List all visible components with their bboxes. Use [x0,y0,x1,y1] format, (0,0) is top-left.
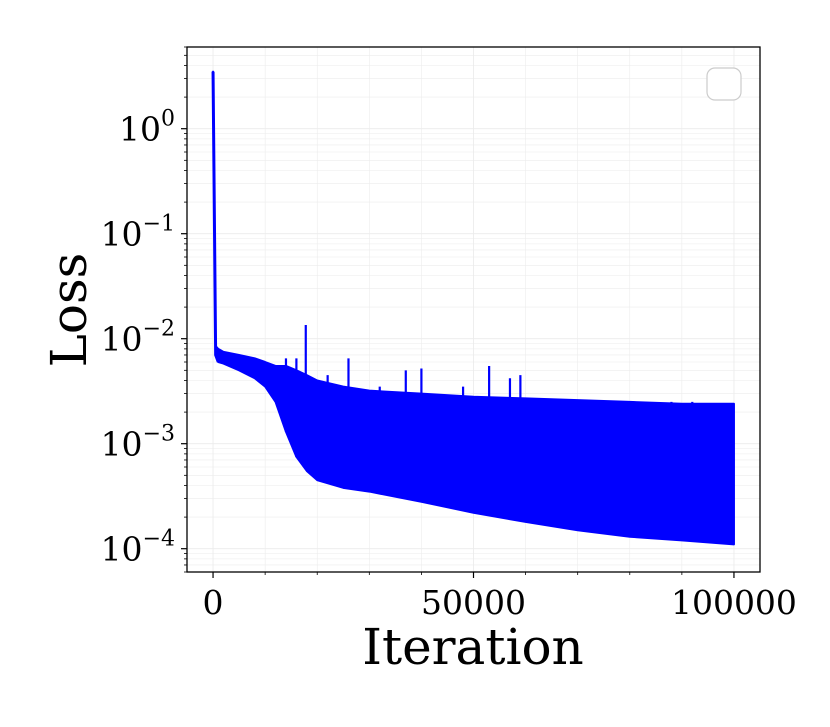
x-tick-label: 0 [203,583,224,622]
x-tick-label: 50000 [421,583,526,622]
legend-box [706,67,742,101]
data-layer [211,70,735,546]
ticks: 0 50000 100000 10−4 10−3 10−2 10−1 100 [101,46,797,622]
y-tick-label: 100 [119,107,175,149]
y-tick-label: 10−2 [101,317,175,359]
y-tick-label: 10−4 [101,527,175,569]
y-tick-label: 10−3 [101,422,175,464]
x-tick-label: 100000 [671,583,797,622]
y-axis-title: Loss [40,253,98,368]
y-tick-label: 10−1 [101,212,175,254]
x-axis-title: Iteration [362,618,584,676]
loss-series-line [211,71,220,363]
